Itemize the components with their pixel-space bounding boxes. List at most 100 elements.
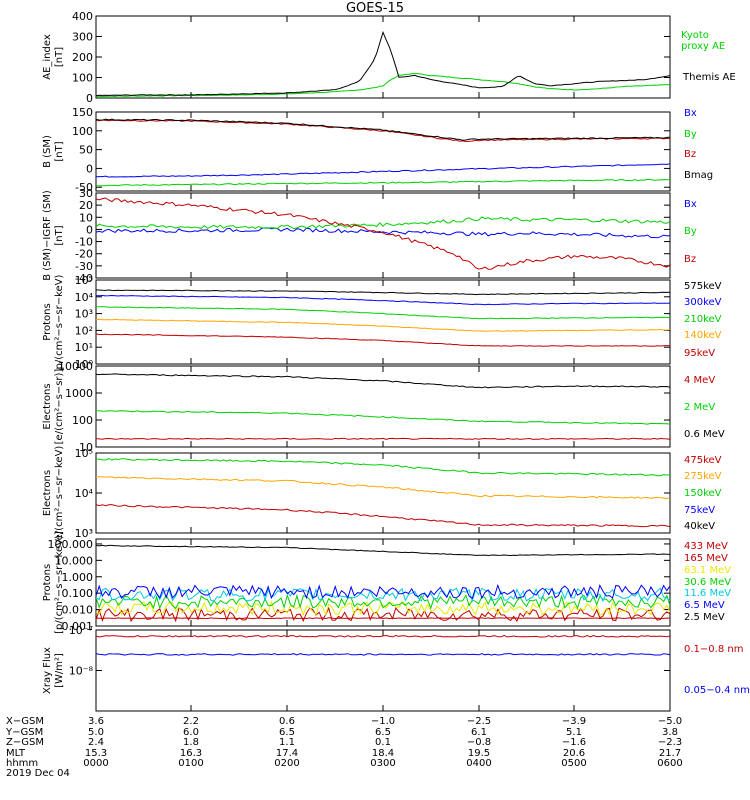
legend-label: Bx: [684, 108, 697, 119]
panel-frame: [95, 111, 671, 192]
legend-label: 433 MeV: [684, 541, 728, 552]
legend-label: proxy AE: [681, 41, 725, 52]
y-tick-label: 100: [72, 72, 93, 85]
y-tick-label: 10⁵: [75, 274, 93, 287]
y-tick-label: 10¹: [75, 341, 93, 354]
chart-title: GOES-15: [345, 1, 404, 16]
legend-label: 140keV: [684, 330, 722, 341]
footer-value: 0200: [274, 758, 300, 769]
footer-value: 20.6: [562, 747, 586, 759]
footer-value: −3.9: [561, 716, 587, 727]
series-line-bz: [96, 119, 670, 143]
y-axis-label: B (SM): [42, 135, 53, 168]
y-axis-label: p/(cm²−s−sr−keV): [54, 274, 65, 369]
y-axis-label: Protons: [42, 564, 53, 601]
footer-row-z-gsm: Z−GSM 2.4 1.8 1.1 0.1 −0.8 −1.6 −2.3: [0, 737, 750, 748]
y-tick-label: 50: [79, 144, 93, 157]
series-line-bz: [96, 197, 670, 270]
y-tick-label: 300: [72, 31, 93, 44]
legend-label: Bz: [684, 149, 696, 160]
y-axis-label: [W/m²]: [54, 653, 65, 688]
y-tick-label: 10: [79, 211, 93, 224]
footer-row-y-gsm: Y−GSM 5.0 6.0 6.5 6.5 6.1 5.1 3.8: [0, 727, 750, 738]
y-tick-label: 10²: [75, 324, 93, 337]
panel-electrons-low: 10⁵ 10⁴ 10³ Electrons e/(cm²−s−sr−keV) 475keV…: [42, 446, 722, 541]
footer-value: 17.4: [275, 747, 299, 759]
y-tick-label: 10⁴: [75, 291, 94, 304]
y-axis-label: Electrons: [42, 470, 53, 516]
legend-label: By: [684, 129, 697, 140]
footer-value: 0400: [466, 758, 492, 769]
series-line-0-6-mev: [96, 373, 670, 389]
footer-row-label: hhmm: [6, 758, 39, 769]
legend-label: 2.5 MeV: [684, 612, 725, 623]
footer-value: 2.4: [88, 737, 104, 748]
y-tick-label: 10⁴: [75, 487, 94, 500]
footer-value: −5.0: [657, 716, 683, 727]
footer-row-label: X−GSM: [6, 716, 44, 727]
y-tick-label: -40: [75, 272, 93, 285]
series-line-bx: [96, 163, 670, 178]
panel-electrons-high: 10000 1000 100 10 Electrons [e/(cm²−s−sr)] 4 M…: [42, 360, 725, 454]
series-line-themis-ae: [96, 30, 670, 97]
legend-label: Kyoto: [681, 30, 709, 41]
series-line-150kev: [96, 458, 670, 477]
footer-value: 2.2: [183, 716, 199, 727]
legend-label: 475keV: [684, 455, 722, 466]
legend-label: 11.6 MeV: [684, 588, 731, 599]
footer-row-label: MLT: [6, 747, 25, 759]
legend-label: 63.1 MeV: [684, 565, 731, 576]
series-line-0-05-0-4-nm: [96, 653, 670, 656]
footer-value: −0.8: [466, 737, 492, 748]
footer-value: 21.7: [658, 747, 682, 759]
y-tick-label: -50: [75, 181, 93, 194]
footer-value: 5.1: [566, 726, 582, 738]
y-tick-label: 10⁻⁷: [69, 624, 93, 637]
y-tick-label: 30: [79, 187, 93, 200]
legend-label: 165 MeV: [684, 553, 728, 564]
legend-label: 210keV: [684, 314, 722, 325]
y-tick-label: 150: [72, 106, 93, 119]
y-tick-label: 0: [86, 223, 93, 236]
series-line-275kev: [96, 476, 670, 500]
footer-row-x-gsm: X−GSM 3.6 2.2 0.6 −1.0 −2.5 −3.9 −5.0: [0, 716, 750, 727]
series-line-by: [96, 216, 670, 230]
y-axis-label: Electrons: [42, 383, 53, 429]
y-tick-label: 10⁵: [75, 447, 93, 460]
series-line-140kev: [96, 318, 670, 332]
series-line-433-mev: [96, 617, 670, 620]
legend-label: Bz: [684, 254, 696, 265]
panel-frame: [95, 629, 671, 712]
footer-value: 0.6: [279, 716, 295, 727]
y-axis-label: [p/(cm²−s−sr−keV)]: [54, 531, 65, 634]
legend-label: 4 MeV: [684, 375, 715, 386]
legend-label: Bmag: [684, 170, 713, 181]
y-tick-label: 10: [79, 441, 93, 454]
y-tick-label: 100: [72, 414, 93, 427]
y-tick-label: -10: [75, 236, 93, 249]
footer-value: 1.1: [279, 737, 295, 748]
footer-value: 0100: [178, 758, 204, 769]
y-tick-label: 20: [79, 199, 93, 212]
footer-value: 6.5: [279, 726, 295, 738]
y-tick-label: 0.100: [62, 587, 94, 600]
footer-date: 2019 Dec 04: [6, 768, 70, 779]
footer-value: 1.8: [183, 737, 199, 748]
y-tick-label: 1.000: [62, 571, 94, 584]
footer-value: 0300: [370, 758, 396, 769]
footer-value: 16.3: [179, 747, 203, 759]
footer-value: 6.0: [183, 726, 199, 738]
footer-row-mlt: MLT 15.3 16.3 17.4 18.4 19.5 20.6 21.7: [0, 748, 750, 759]
series-line-2-mev: [96, 410, 670, 425]
legend-label: Bx: [684, 199, 697, 210]
footer-value: −2.5: [466, 716, 492, 727]
y-tick-label: 0: [86, 162, 93, 175]
legend-label: 95keV: [684, 348, 715, 359]
y-axis-label: AE_index: [42, 34, 53, 80]
footer-value: −1.0: [370, 716, 396, 727]
y-tick-label: 0.010: [62, 604, 94, 617]
footer-value: 0000: [83, 758, 109, 769]
legend-label: By: [684, 226, 697, 237]
